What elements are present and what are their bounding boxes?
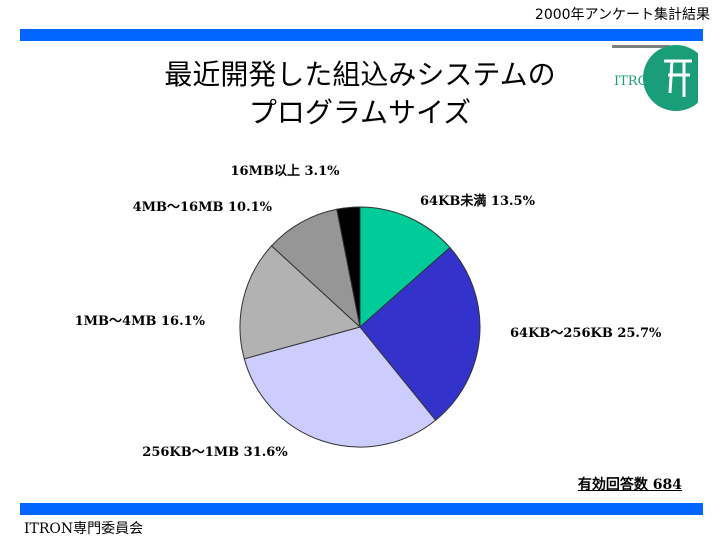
bottom-bar — [20, 503, 703, 515]
pie-slice — [359, 206, 451, 329]
committee-name: ITRON専門委員会 — [24, 521, 144, 537]
slice-label: 256KB〜1MB 31.6% — [142, 445, 288, 460]
slice-label: 64KB未満 13.5% — [420, 193, 536, 209]
pie-slice — [336, 206, 361, 328]
slice-label: 4MB〜16MB 10.1% — [133, 200, 273, 215]
slice-label: 16MB以上 3.1% — [231, 164, 341, 179]
respondent-count: 有効回答数 684 — [577, 477, 682, 493]
svg-text:ITRON: ITRON — [614, 74, 660, 89]
top-bar — [20, 29, 703, 41]
page-title: 最近開発した組込みシステムの プログラムサイズ — [0, 56, 720, 132]
slice-label: 1MB〜4MB 16.1% — [75, 314, 206, 329]
pie-slice — [239, 245, 362, 360]
survey-label: 2000年アンケート集計結果 — [534, 7, 710, 23]
title-line-2: プログラムサイズ — [248, 96, 472, 129]
pie-slice — [270, 208, 361, 329]
pie-slice — [243, 326, 437, 448]
itron-logo: ITRON — [612, 45, 698, 111]
pie-slice — [359, 246, 481, 421]
slice-label: 64KB〜256KB 25.7% — [510, 326, 662, 341]
title-line-1: 最近開発した組込みシステムの — [164, 58, 556, 91]
